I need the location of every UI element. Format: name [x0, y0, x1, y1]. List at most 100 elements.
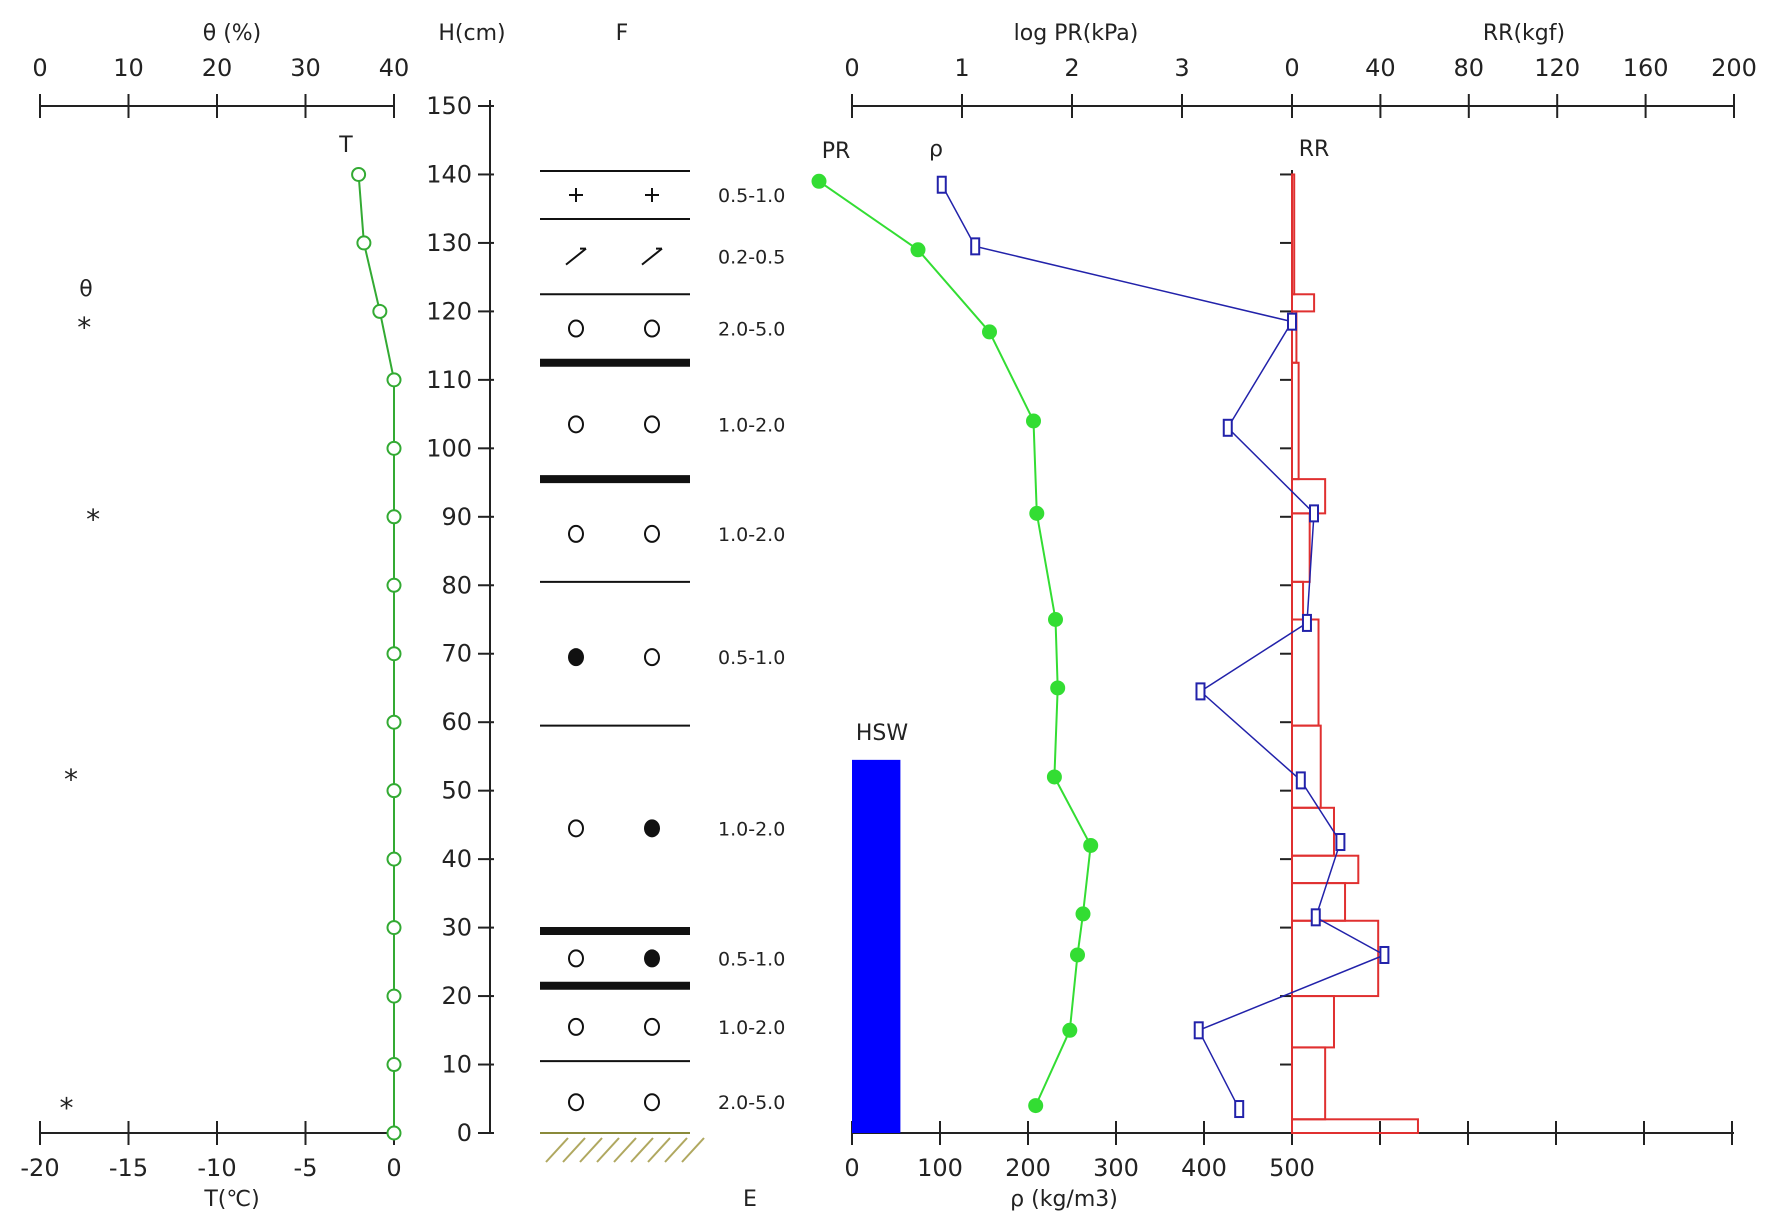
- theta-point: *: [86, 503, 100, 536]
- temperature-tick-label: -5: [294, 1154, 318, 1182]
- height-tick-label: 50: [441, 777, 472, 805]
- grain-size-label: 0.5-1.0: [718, 185, 785, 207]
- ground-hatch-stroke: [664, 1137, 688, 1163]
- density-axis-title: ρ (kg/m3): [1010, 1187, 1118, 1212]
- rr-block: [1291, 995, 1335, 1049]
- temperature-point: [386, 714, 402, 730]
- rr-height-tick-group: [1280, 173, 1292, 1134]
- temperature-point: [386, 372, 402, 388]
- temperature-tick-label: -10: [197, 1154, 236, 1182]
- log-pr-axis-title: log PR(kPa): [1014, 21, 1139, 46]
- density-point: [970, 237, 981, 256]
- rr-block: [1291, 919, 1380, 998]
- ground-hatch-stroke: [579, 1137, 603, 1163]
- log-pr-tick-label: 1: [954, 54, 969, 82]
- height-tick-group: 0 10 20 30 40 50 60 70 80 90 100 110 120 130 140 150: [426, 92, 494, 1147]
- grain-size-label: 0.5-1.0: [718, 647, 785, 669]
- rr-block: [1291, 854, 1360, 885]
- rr-block: [1291, 1046, 1327, 1121]
- height-tick-label: 30: [441, 914, 472, 942]
- density-point: [1309, 504, 1319, 523]
- rr-tick-label: 80: [1454, 54, 1485, 82]
- rr-axis-title: RR(kgf): [1483, 21, 1565, 46]
- temperature-tick-label: -20: [20, 1154, 59, 1182]
- density-point: [1335, 833, 1346, 852]
- grain-rounded-symbol: [568, 949, 584, 968]
- density-tick-label: 0: [844, 1154, 859, 1182]
- density-point: [1195, 682, 1206, 701]
- rr-block: [1291, 512, 1311, 583]
- grain-rounded-symbol: [568, 819, 584, 838]
- temperature-point: [386, 646, 402, 662]
- density-point: [1222, 418, 1233, 437]
- ground-hatch-stroke: [647, 1137, 671, 1163]
- rr-tick-label: 200: [1711, 54, 1757, 82]
- pr-point: [910, 242, 926, 258]
- height-tick-label: 130: [426, 229, 472, 257]
- height-axis: 0 10 20 30 40 50 60 70 80 90 100 110 120 130 140 150 H(…: [426, 21, 505, 1147]
- pr-point: [1050, 680, 1066, 696]
- theta-tick-label: 40: [379, 54, 410, 82]
- rr-block: [1291, 618, 1320, 727]
- ground-hatch-stroke: [681, 1137, 705, 1163]
- height-tick-label: 140: [426, 160, 472, 188]
- rr-tick-label: 120: [1534, 54, 1580, 82]
- density-series-label: ρ: [929, 137, 943, 162]
- pr-series-label: PR: [822, 139, 851, 164]
- rr-block: [1291, 1118, 1419, 1135]
- pr-point: [1062, 1022, 1078, 1038]
- grain-decomposed-symbol: [565, 247, 587, 266]
- layer-boundaries: [540, 170, 690, 1063]
- rr-block: [1291, 724, 1322, 809]
- log-pr-tick-group: 0 1 2 3: [844, 54, 1190, 118]
- density-point: [1287, 312, 1297, 331]
- ground-hatch: [545, 1137, 705, 1163]
- rr-block: [1291, 806, 1335, 857]
- pr-point: [1029, 505, 1045, 521]
- temperature-point: [386, 988, 402, 1004]
- penetration-resistance-series: [811, 173, 1099, 1114]
- pr-point: [811, 173, 827, 189]
- height-tick-label: 60: [441, 708, 472, 736]
- ground-hatch-stroke: [562, 1137, 586, 1163]
- density-point: [1379, 945, 1390, 964]
- stratigraphy-bottom-label: E: [743, 1187, 757, 1212]
- density-tick-label: 300: [1093, 1154, 1139, 1182]
- theta-tick-group: 0 10 20 30 40: [32, 54, 409, 118]
- hsw-bar-group: [852, 759, 901, 1133]
- theta-tick-label: 30: [290, 54, 321, 82]
- height-tick-label: 90: [441, 503, 472, 531]
- grain-size-label: 2.0-5.0: [718, 1092, 785, 1114]
- height-axis-title: H(cm): [438, 21, 505, 46]
- pr-point: [1026, 413, 1041, 429]
- grain-size-label: 0.5-1.0: [718, 948, 785, 970]
- grain-decomposed-symbol: [641, 247, 663, 266]
- grain-rounded-symbol: [568, 524, 584, 543]
- grain-rounded-symbol: [568, 415, 584, 434]
- temperature-point: [351, 166, 367, 182]
- log-pr-tick-label: 2: [1064, 54, 1079, 82]
- grain-size-label: 1.0-2.0: [718, 1017, 785, 1039]
- grain-size-label: 0.2-0.5: [718, 247, 785, 269]
- temperature-tick-label: 0: [386, 1154, 401, 1182]
- log-pr-tick-label: 0: [844, 54, 859, 82]
- temperature-tick-label: -15: [109, 1154, 148, 1182]
- rr-tick-group: 0 40 80 120 160 200: [1284, 54, 1757, 118]
- density-tick-label: 100: [917, 1154, 963, 1182]
- temperature-point: [386, 1057, 402, 1073]
- grain-rounded-symbol: [644, 1017, 660, 1036]
- theta-series: * * * *: [60, 311, 101, 1125]
- grain-rounded-symbol: [644, 415, 660, 434]
- rr-tick-label: 40: [1365, 54, 1396, 82]
- hsw-label: HSW: [856, 721, 909, 746]
- rr-profile: [1291, 173, 1419, 1135]
- height-tick-label: 150: [426, 92, 472, 120]
- grain-rounded-symbol: [568, 1093, 584, 1112]
- grain-size-label: 1.0-2.0: [718, 818, 785, 840]
- rr-tick-label: 160: [1623, 54, 1669, 82]
- pr-point: [1083, 837, 1099, 853]
- density-point: [1301, 613, 1312, 632]
- pr-point: [982, 324, 997, 340]
- density-tick-label: 400: [1181, 1154, 1227, 1182]
- temperature-axis-title: T(℃): [203, 1187, 259, 1212]
